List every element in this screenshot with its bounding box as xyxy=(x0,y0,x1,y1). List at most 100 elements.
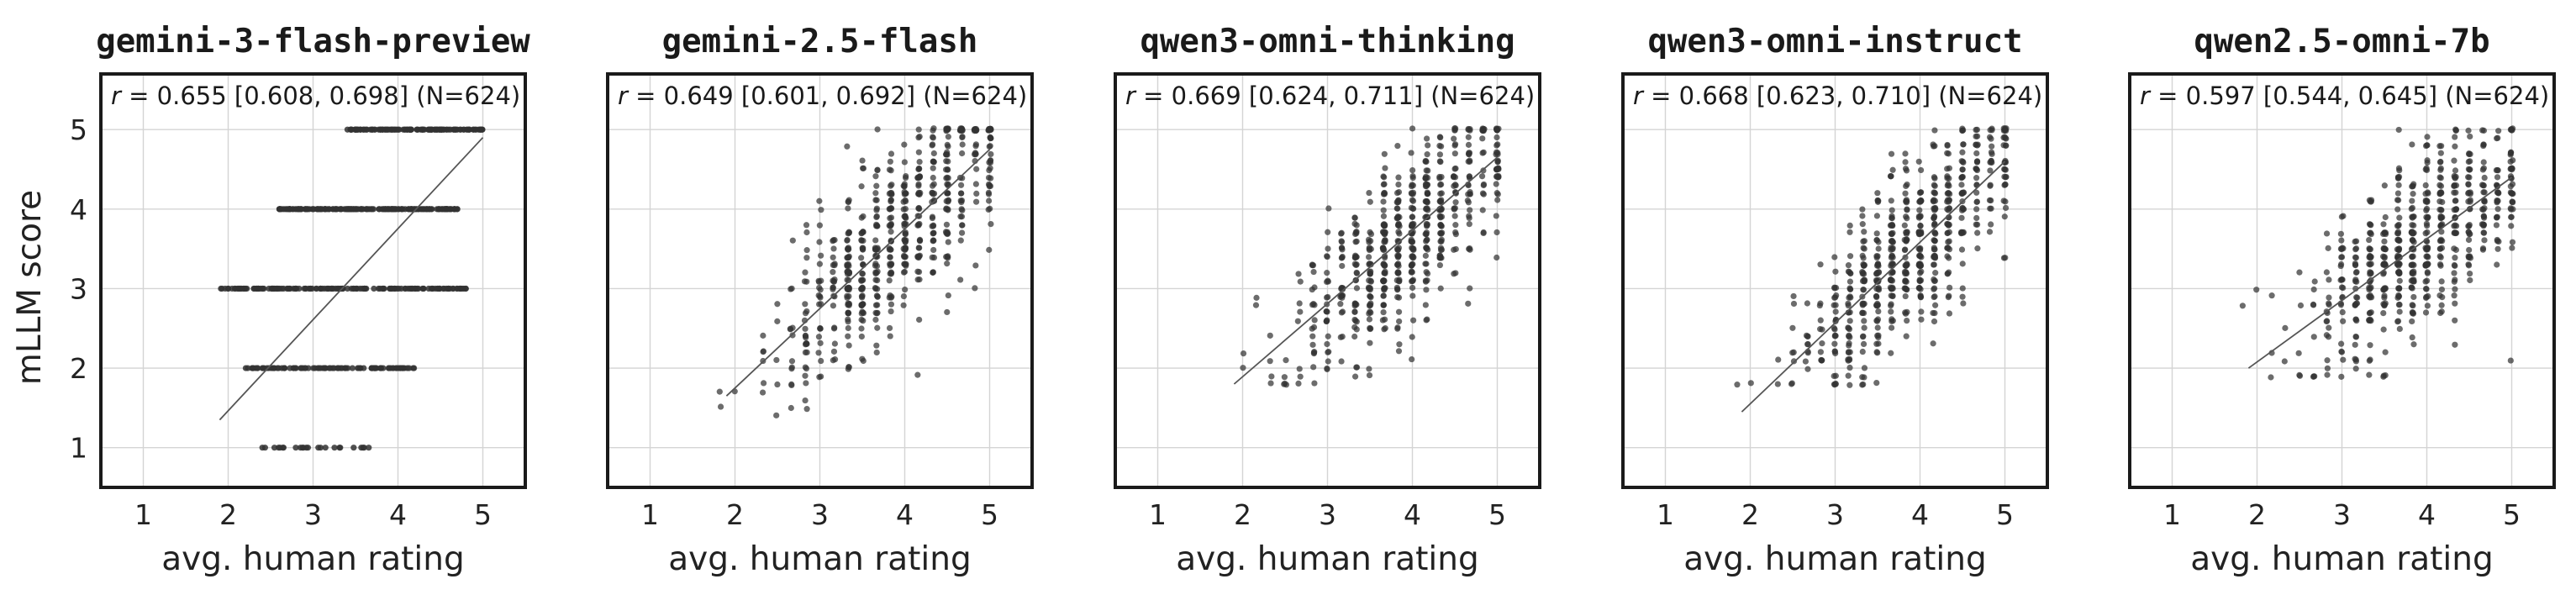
scatter-point xyxy=(1789,350,1796,356)
scatter-point xyxy=(414,126,420,133)
correlation-annotation: r = 0.597 [0.544, 0.645] (N=624) xyxy=(2140,82,2549,110)
scatter-point xyxy=(426,206,433,213)
scatter-point xyxy=(888,301,895,308)
scatter-point xyxy=(1960,141,1967,148)
scatter-point xyxy=(2340,318,2347,324)
scatter-point xyxy=(2325,245,2331,251)
scatter-point xyxy=(2396,270,2403,276)
scatter-point xyxy=(2466,166,2473,173)
scatter-point xyxy=(2480,213,2487,219)
scatter-point xyxy=(280,206,287,213)
scatter-point xyxy=(1422,175,1429,182)
scatter-point xyxy=(1889,207,1895,213)
scatter-point xyxy=(2382,245,2389,253)
scatter-point xyxy=(1367,271,1373,277)
scatter-point xyxy=(2422,309,2430,316)
scatter-point xyxy=(1393,276,1400,284)
scatter-point xyxy=(2436,174,2443,181)
scatter-point xyxy=(2451,157,2457,164)
scatter-point xyxy=(2436,159,2444,166)
scatter-point xyxy=(2465,127,2472,134)
scatter-point xyxy=(379,126,386,133)
scatter-point xyxy=(2438,189,2445,197)
x-tick-label: 2 xyxy=(2248,498,2266,531)
scatter-point xyxy=(859,308,866,315)
scatter-point xyxy=(858,183,865,190)
scatter-point xyxy=(1438,143,1445,150)
scatter-point xyxy=(1295,380,1302,387)
scatter-point xyxy=(1408,190,1414,197)
scatter-point xyxy=(1338,239,1346,245)
scatter-point xyxy=(343,365,350,371)
scatter-point xyxy=(1918,197,1925,204)
scatter-point xyxy=(312,365,319,371)
scatter-point xyxy=(1394,324,1401,331)
scatter-point xyxy=(1425,191,1431,197)
scatter-point xyxy=(1973,150,1980,157)
x-tick-label: 2 xyxy=(1741,498,1759,531)
scatter-point xyxy=(2494,198,2500,205)
scatter-point xyxy=(1465,125,1472,133)
scatter-point xyxy=(1409,284,1416,292)
scatter-point xyxy=(1873,317,1880,324)
correlation-annotation: r = 0.649 [0.601, 0.692] (N=624) xyxy=(618,82,1027,110)
scatter-point xyxy=(1381,270,1388,276)
scatter-point xyxy=(1817,261,1824,268)
scatter-point xyxy=(958,229,966,236)
scatter-point xyxy=(1311,380,1318,387)
scatter-point xyxy=(1382,285,1388,292)
scatter-point xyxy=(1901,236,1908,244)
scatter-point xyxy=(2423,165,2430,171)
scatter-point xyxy=(874,324,881,331)
scatter-point xyxy=(1366,366,1372,372)
scatter-point xyxy=(1932,270,1939,276)
scatter-point xyxy=(1353,364,1361,371)
scatter-point xyxy=(1958,214,1965,221)
scatter-point xyxy=(858,255,865,261)
scatter-point xyxy=(1338,309,1345,316)
scatter-point xyxy=(1973,206,1980,213)
scatter-point xyxy=(1944,141,1951,149)
scatter-point xyxy=(1394,269,1402,276)
correlation-symbol: r xyxy=(111,82,123,110)
x-axis-label: avg. human rating xyxy=(2190,540,2494,578)
scatter-point xyxy=(872,237,879,244)
scatter-point xyxy=(957,237,964,244)
scatter-point xyxy=(271,445,278,451)
scatter-point xyxy=(1945,222,1952,229)
scatter-point xyxy=(1353,238,1360,245)
scatter-point xyxy=(2479,245,2487,252)
scatter-point xyxy=(1465,199,1472,206)
scatter-point xyxy=(860,246,867,253)
scatter-point xyxy=(1845,372,1852,379)
y-tick-label: 1 xyxy=(70,432,87,465)
scatter-point xyxy=(2479,166,2486,173)
correlation-annotation: r = 0.668 [0.623, 0.710] (N=624) xyxy=(1633,82,2042,110)
scatter-point xyxy=(2410,182,2416,189)
scatter-point xyxy=(1901,222,1908,229)
scatter-point xyxy=(2452,197,2459,204)
scatter-point xyxy=(2002,204,2010,212)
scatter-point xyxy=(2324,365,2331,371)
scatter-point xyxy=(873,292,880,299)
scatter-point xyxy=(1915,213,1922,220)
scatter-point xyxy=(2480,141,2487,148)
scatter-point xyxy=(372,365,379,371)
scatter-point xyxy=(900,269,908,276)
scatter-point xyxy=(872,285,879,292)
scatter-point xyxy=(1945,150,1952,157)
scatter-point xyxy=(2423,293,2430,301)
scatter-point xyxy=(1424,236,1430,243)
scatter-point xyxy=(902,229,909,236)
scatter-point xyxy=(1410,205,1417,213)
scatter-point xyxy=(349,206,356,213)
scatter-point xyxy=(2425,254,2431,261)
scatter-point xyxy=(2382,213,2389,221)
scatter-point xyxy=(929,182,936,189)
scatter-point xyxy=(1819,326,1825,333)
scatter-point xyxy=(1423,269,1430,276)
scatter-point xyxy=(1875,245,1882,252)
scatter-point xyxy=(2494,214,2500,221)
scatter-point xyxy=(2509,239,2516,245)
